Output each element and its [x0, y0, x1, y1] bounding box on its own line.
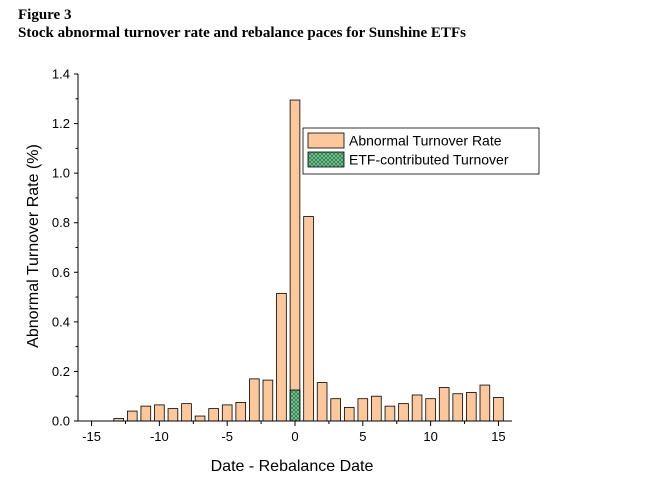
figure-title: Stock abnormal turnover rate and rebalan… — [18, 25, 466, 41]
y-axis-title: Abnormal Turnover Rate (%) — [25, 144, 42, 348]
bar-abnormal-turnover — [466, 392, 477, 422]
bar-abnormal-turnover — [194, 415, 206, 422]
y-tick-label: 0.0 — [52, 414, 70, 429]
bar-abnormal-turnover — [357, 398, 369, 422]
bar-abnormal-turnover — [438, 387, 450, 422]
legend-swatch — [307, 151, 345, 168]
legend-label: Abnormal Turnover Rate — [349, 133, 502, 149]
bar-abnormal-turnover — [303, 216, 314, 422]
bar-abnormal-turnover — [154, 404, 165, 422]
bar-abnormal-turnover — [262, 379, 274, 422]
bar-abnormal-turnover — [235, 402, 247, 422]
x-tick-label: 5 — [359, 429, 366, 444]
y-tick-label: 0.8 — [52, 215, 70, 230]
bar-abnormal-turnover — [452, 393, 464, 422]
x-tick-label: 0 — [291, 429, 298, 444]
bar-abnormal-turnover — [126, 410, 138, 422]
bar-abnormal-turnover — [289, 99, 301, 422]
bar-abnormal-turnover — [221, 404, 233, 422]
bar-etf-contributed — [289, 389, 301, 422]
y-tick-label: 0.6 — [52, 265, 70, 280]
axes-group: 0.0 0.2 0.4 0.6 0.8 1.0 1.2 1.4 -15 -10 -5 0 5 10 15 — [52, 67, 512, 444]
figure-label: Figure 3 — [18, 7, 72, 23]
legend-swatch — [307, 132, 345, 149]
x-tick-label: -5 — [221, 429, 233, 444]
bar-abnormal-turnover — [398, 403, 409, 422]
legend-label: ETF-contributed Turnover — [349, 152, 509, 168]
bar-abnormal-turnover — [181, 403, 192, 422]
bar-abnormal-turnover — [249, 378, 260, 422]
y-tick-label: 1.0 — [52, 166, 70, 181]
bar-abnormal-turnover — [208, 408, 219, 422]
bar-abnormal-turnover — [276, 292, 287, 422]
bar-abnormal-turnover — [167, 408, 179, 422]
bar-abnormal-turnover — [316, 382, 328, 422]
x-tick-label: -15 — [82, 429, 101, 444]
bar-abnormal-turnover — [343, 406, 355, 422]
y-tick-label: 0.4 — [52, 314, 70, 329]
bar-abnormal-turnover — [140, 405, 152, 422]
y-tick-label: 1.2 — [52, 116, 70, 131]
bar-abnormal-turnover — [479, 384, 491, 422]
bars-group — [113, 99, 504, 422]
x-tick-label: 10 — [423, 429, 437, 444]
bar-abnormal-turnover — [411, 394, 423, 422]
y-tick-label: 0.2 — [52, 364, 70, 379]
bar-abnormal-turnover — [493, 397, 504, 422]
legend: Abnormal Turnover Rate ETF-contributed Tu… — [302, 127, 540, 175]
bar-abnormal-turnover — [425, 398, 436, 422]
x-axis-title: Date - Rebalance Date — [211, 458, 374, 475]
x-tick-label: 15 — [491, 429, 505, 444]
y-tick-label: 1.4 — [52, 67, 70, 82]
bar-abnormal-turnover — [384, 405, 396, 422]
x-tick-label: -10 — [150, 429, 169, 444]
bar-abnormal-turnover — [371, 395, 382, 422]
bar-abnormal-turnover — [330, 398, 341, 422]
